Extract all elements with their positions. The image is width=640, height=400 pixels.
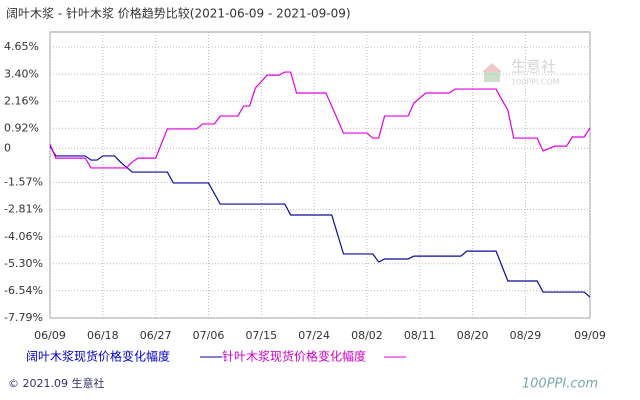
series-line — [49, 71, 591, 169]
footer-logo: 100PPI.com — [522, 377, 598, 392]
x-tick-label: 06/18 — [87, 329, 119, 342]
x-tick-label: 06/27 — [140, 329, 172, 342]
x-tick-label: 07/15 — [245, 329, 277, 342]
watermark: 生意社 — [511, 58, 556, 76]
watermark-logo: 生意社 100PPI.COM — [482, 58, 560, 87]
y-tick-label: -4.06% — [4, 230, 43, 243]
chart-title: 阔叶木浆 - 针叶木浆 价格趋势比较(2021-06-09 - 2021-09-… — [6, 6, 351, 21]
y-tick-label: -2.81% — [4, 203, 43, 216]
x-tick-label: 06/09 — [34, 329, 66, 342]
y-tick-label: 2.16% — [4, 94, 39, 107]
plot-frame — [49, 31, 591, 319]
y-tick-label: -6.54% — [4, 284, 43, 297]
y-tick-label: 3.40% — [4, 67, 39, 80]
y-tick-label: 4.65% — [4, 40, 39, 53]
footer: © 2021.09 生意社 — [8, 376, 104, 390]
watermark-sub: 100PPI.COM — [511, 78, 560, 87]
y-tick-label: 0 — [4, 141, 11, 154]
y-tick-label: 0.92% — [4, 121, 39, 134]
x-tick-label: 07/24 — [298, 329, 330, 342]
y-tick-label: -7.79% — [4, 311, 43, 324]
legend-label: 阔叶木浆现货价格变化幅度 — [26, 349, 170, 364]
x-tick-label: 08/02 — [351, 329, 383, 342]
series-line — [49, 145, 591, 298]
y-tick-label: -5.30% — [4, 257, 43, 270]
legend-label: 针叶木浆现货价格变化幅度 — [222, 349, 366, 364]
x-tick-label: 08/20 — [457, 329, 489, 342]
x-tick-label: 08/29 — [510, 329, 542, 342]
x-tick-label: 08/11 — [404, 329, 436, 342]
x-tick-label: 07/06 — [193, 329, 225, 342]
y-tick-label: -1.57% — [4, 176, 43, 189]
x-tick-label: 09/09 — [574, 329, 606, 342]
